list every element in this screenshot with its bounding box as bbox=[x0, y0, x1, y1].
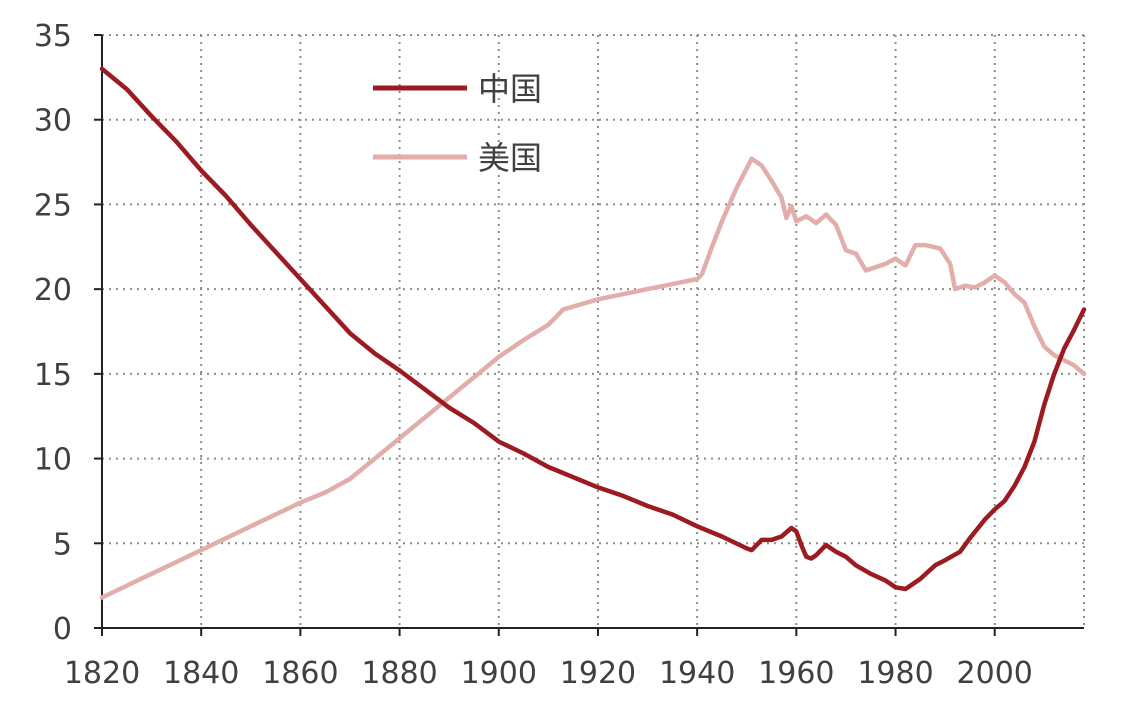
y-tick-label: 30 bbox=[34, 104, 72, 139]
series-line-china bbox=[99, 66, 1087, 592]
x-tick-label: 2000 bbox=[957, 656, 1033, 691]
legend-label-usa: 美国 bbox=[478, 139, 542, 177]
y-tick-label: 15 bbox=[34, 358, 72, 393]
legend-label-china: 中国 bbox=[478, 70, 542, 108]
y-tick-label: 5 bbox=[53, 527, 72, 562]
y-axis-tick-labels: 0 5 10 15 20 25 30 35 bbox=[34, 19, 72, 647]
x-tick-label: 1880 bbox=[361, 656, 437, 691]
grid-lines bbox=[102, 34, 1085, 628]
x-tick-label: 1820 bbox=[64, 656, 140, 691]
y-tick-label: 20 bbox=[34, 273, 72, 308]
x-tick-label: 1920 bbox=[560, 656, 636, 691]
x-tick-label: 1980 bbox=[857, 656, 933, 691]
y-tick-label: 35 bbox=[34, 19, 72, 54]
y-tick-label: 0 bbox=[53, 612, 72, 647]
x-tick-label: 1840 bbox=[163, 656, 239, 691]
series-line-usa bbox=[99, 156, 1087, 600]
x-tick-label: 1940 bbox=[659, 656, 735, 691]
y-tick-label: 25 bbox=[34, 188, 72, 223]
x-tick-label: 1860 bbox=[262, 656, 338, 691]
x-axis-tick-labels: 1820 1840 1860 1880 1900 1920 1940 1960 1980 2000 bbox=[64, 656, 1033, 691]
x-tick-label: 1960 bbox=[758, 656, 834, 691]
series-lines bbox=[99, 66, 1087, 600]
axes bbox=[94, 34, 1084, 636]
x-tick-label: 1900 bbox=[461, 656, 537, 691]
y-tick-label: 10 bbox=[34, 443, 72, 478]
